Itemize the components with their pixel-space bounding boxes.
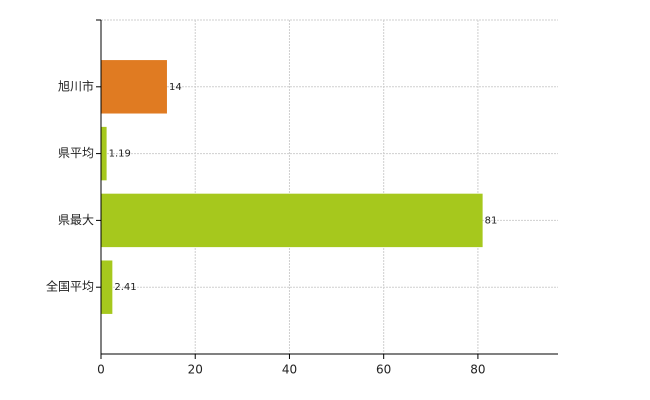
bar [101, 60, 167, 114]
x-tick-label: 0 [97, 363, 105, 377]
y-tick-label: 旭川市 [58, 78, 94, 93]
y-tick-label: 県平均 [58, 146, 94, 160]
bar [101, 126, 107, 181]
x-tick-label: 60 [376, 363, 391, 377]
value-label: 81 [485, 215, 498, 226]
value-label: 14 [169, 82, 182, 93]
y-tick-label: 全国平均 [46, 279, 94, 294]
x-tick-label: 40 [282, 363, 297, 377]
value-label: 2.41 [114, 282, 136, 293]
value-label: 1.19 [109, 149, 131, 160]
x-tick-label: 20 [188, 363, 203, 377]
y-tick-label: 県最大 [58, 213, 94, 227]
x-tick-label: 80 [470, 363, 485, 377]
bar [101, 260, 113, 314]
bar [101, 193, 483, 248]
